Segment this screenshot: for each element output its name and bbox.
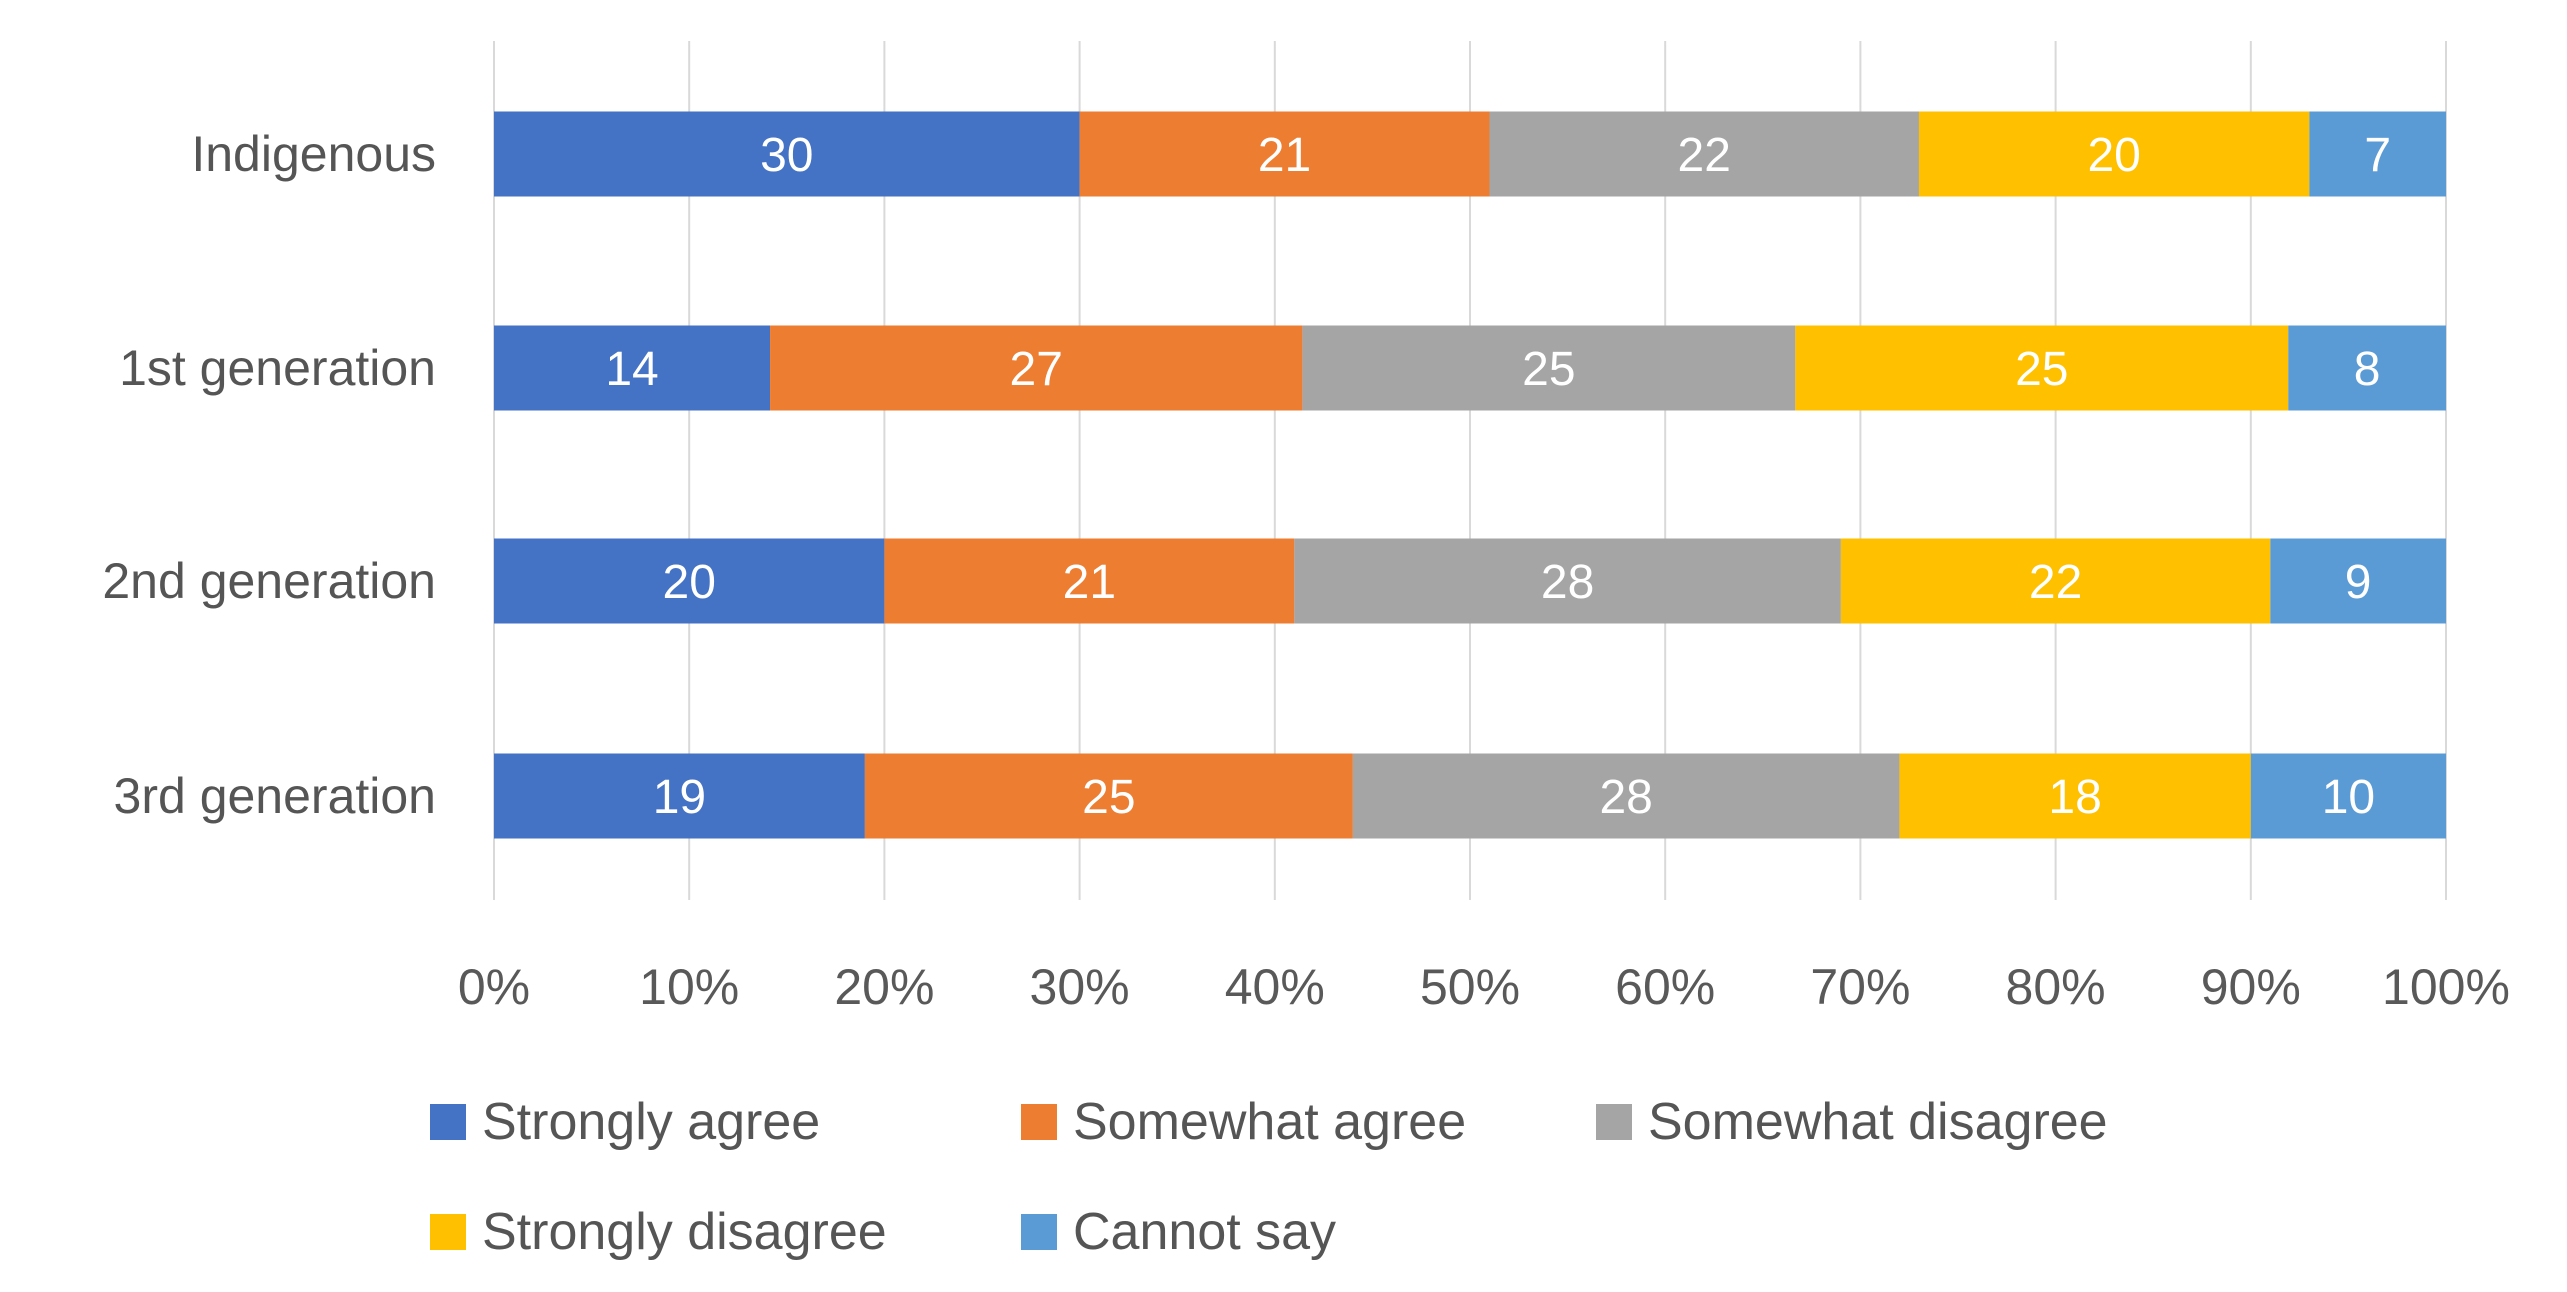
x-tick-label: 30% — [1030, 959, 1130, 1015]
bar-segment — [1489, 111, 1919, 197]
legend-item[interactable]: Strongly agree — [430, 1092, 820, 1152]
legend-swatch — [1021, 1104, 1057, 1140]
bar-row: 19 25 28 18 10 — [494, 753, 2446, 839]
bar-data-label: 22 — [2029, 556, 2082, 609]
legend-label: Cannot say — [1073, 1203, 1337, 1261]
bar-data-label: 25 — [1082, 771, 1135, 824]
bar-segment — [1918, 111, 2310, 197]
legend-swatch — [430, 1104, 466, 1140]
bar-data-label: 10 — [2322, 771, 2375, 824]
bar-data-label: 22 — [1678, 129, 1731, 182]
bar-data-label: 7 — [2364, 129, 2391, 182]
bar-segment — [770, 325, 1303, 411]
legend-label: Somewhat agree — [1073, 1093, 1467, 1151]
category-labels: Indigenous 1st generation 2nd generation 3r… — [102, 126, 436, 824]
x-tick-label: 100% — [2382, 959, 2510, 1015]
legend-item[interactable]: Somewhat agree — [1021, 1092, 1466, 1152]
legend-label: Strongly agree — [482, 1093, 821, 1151]
legend-label: Somewhat disagree — [1648, 1093, 2108, 1151]
bar-data-label: 28 — [1541, 556, 1594, 609]
bar-segment — [494, 325, 771, 411]
bar-segment — [1795, 325, 2289, 411]
bar-data-label: 9 — [2345, 556, 2372, 609]
bar-row: 30 21 22 20 7 — [494, 111, 2446, 197]
bar-segment — [494, 753, 865, 839]
legend-label: Strongly disagree — [482, 1203, 887, 1261]
legend-swatch — [1021, 1214, 1057, 1250]
bar-data-label: 25 — [1522, 343, 1575, 396]
x-tick-label: 50% — [1420, 959, 1520, 1015]
bar-data-label: 28 — [1599, 771, 1652, 824]
legend-item[interactable]: Cannot say — [1021, 1202, 1336, 1262]
x-tick-label: 90% — [2201, 959, 2301, 1015]
x-tick-label: 40% — [1225, 959, 1325, 1015]
bar-data-label: 18 — [2048, 771, 2101, 824]
legend-item[interactable]: Strongly disagree — [430, 1202, 887, 1262]
x-tick-label: 70% — [1810, 959, 1910, 1015]
bar-row: 14 27 25 25 8 — [494, 325, 2446, 411]
bar-segment — [1899, 753, 2251, 839]
bar-data-label: 20 — [663, 556, 716, 609]
category-label: Indigenous — [191, 126, 436, 182]
bar-segment — [2288, 325, 2446, 411]
x-tick-label: 0% — [458, 959, 530, 1015]
bar-data-label: 21 — [1258, 129, 1311, 182]
bar-segment — [494, 538, 885, 624]
bar-segment — [884, 538, 1295, 624]
bars: 30 21 22 20 7 14 27 25 25 8 20 21 28 22 9 19 25 28 18 10 — [494, 111, 2446, 839]
bar-segment — [1079, 111, 1490, 197]
bar-row: 20 21 28 22 9 — [494, 538, 2446, 624]
bar-segment — [1352, 753, 1900, 839]
bar-data-label: 25 — [2015, 343, 2068, 396]
x-tick-label: 80% — [2006, 959, 2106, 1015]
category-label: 1st generation — [119, 340, 436, 396]
bar-data-label: 19 — [653, 771, 706, 824]
bar-data-label: 30 — [760, 129, 813, 182]
legend-swatch — [430, 1214, 466, 1250]
category-label: 2nd generation — [102, 553, 436, 609]
bar-segment — [494, 111, 1080, 197]
bar-segment — [864, 753, 1353, 839]
bar-segment — [1302, 325, 1796, 411]
bar-data-label: 14 — [605, 343, 658, 396]
x-tick-label: 60% — [1615, 959, 1715, 1015]
bar-data-label: 27 — [1010, 343, 1063, 396]
legend-item[interactable]: Somewhat disagree — [1596, 1092, 2108, 1152]
bar-data-label: 8 — [2354, 343, 2381, 396]
bar-segment — [1294, 538, 1841, 624]
x-tick-labels: 0% 10% 20% 30% 40% 50% 60% 70% 80% 90% 100% — [458, 959, 2510, 1015]
x-tick-label: 20% — [834, 959, 934, 1015]
bar-data-label: 20 — [2087, 129, 2140, 182]
bar-data-label: 21 — [1063, 556, 1116, 609]
bar-segment — [2250, 753, 2446, 839]
legend-swatch — [1596, 1104, 1632, 1140]
bar-segment — [2309, 111, 2446, 197]
category-label: 3rd generation — [114, 768, 436, 824]
x-tick-label: 10% — [639, 959, 739, 1015]
bar-segment — [1840, 538, 2271, 624]
bar-segment — [2270, 538, 2446, 624]
